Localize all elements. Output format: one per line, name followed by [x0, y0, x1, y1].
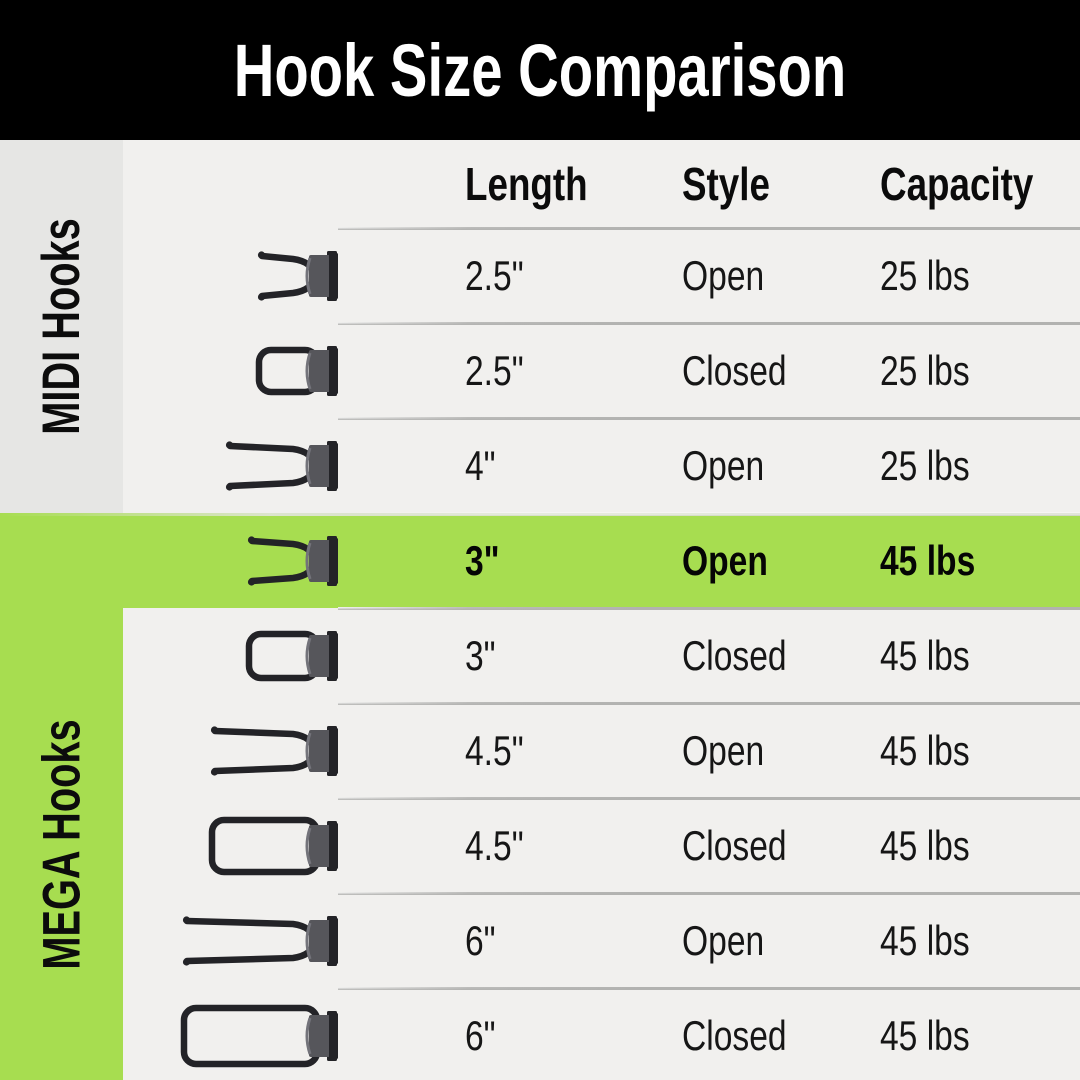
table-header-row: Length Style Capacity [123, 140, 1080, 228]
section-band-midi: MIDI Hooks [0, 140, 123, 513]
length-value: 4.5" [465, 726, 524, 774]
table-row: 2.5" Open 25 lbs [123, 227, 1080, 323]
highlight-row-background [0, 513, 1080, 608]
style-value: Closed [682, 821, 787, 869]
hook-image-cell [123, 418, 413, 513]
table-row-highlighted: 3" Open 45 lbs [123, 512, 1080, 608]
style-value: Open [682, 726, 765, 774]
capacity-cell: 45 lbs [857, 917, 1080, 965]
length-value: 4" [465, 441, 496, 489]
column-header-capacity: Capacity [880, 158, 1034, 210]
style-cell: Open [638, 727, 857, 775]
style-cell: Open [638, 537, 857, 585]
capacity-value: 45 lbs [880, 821, 970, 869]
style-value: Open [682, 536, 768, 584]
table-row: 3" Closed 45 lbs [123, 607, 1080, 703]
capacity-value: 45 lbs [880, 726, 970, 774]
table-row: 4.5" Open 45 lbs [123, 702, 1080, 798]
capacity-value: 25 lbs [880, 346, 970, 394]
capacity-value: 25 lbs [880, 251, 970, 299]
table-row: 4.5" Closed 45 lbs [123, 797, 1080, 893]
page-title: Hook Size Comparison [233, 28, 847, 112]
length-cell: 3" [413, 632, 638, 680]
hook-image-cell [123, 228, 413, 323]
column-header-style: Style [682, 158, 770, 210]
hook-open-icon [247, 535, 338, 586]
hook-closed-icon [208, 816, 338, 875]
capacity-value: 45 lbs [880, 631, 970, 679]
capacity-value: 45 lbs [880, 536, 976, 584]
style-cell: Open [638, 917, 857, 965]
section-band-mega: MEGA Hooks [0, 608, 123, 1080]
style-value: Closed [682, 631, 787, 679]
title-bar: Hook Size Comparison [0, 0, 1080, 140]
style-cell: Open [638, 442, 857, 490]
length-cell: 6" [413, 917, 638, 965]
style-cell: Closed [638, 822, 857, 870]
table-row: 6" Open 45 lbs [123, 892, 1080, 988]
capacity-value: 25 lbs [880, 441, 970, 489]
style-value: Open [682, 251, 765, 299]
length-value: 6" [465, 1011, 496, 1059]
length-cell: 2.5" [413, 252, 638, 300]
hook-open-icon [182, 915, 338, 966]
length-cell: 4.5" [413, 727, 638, 775]
hook-image-cell [123, 608, 413, 703]
column-header-length: Length [465, 158, 588, 210]
capacity-value: 45 lbs [880, 1011, 970, 1059]
capacity-cell: 45 lbs [857, 537, 1080, 585]
hook-open-icon [225, 440, 338, 491]
table-rows: 2.5" Open 25 lbs 2.5" Closed 25 lbs 4" Open 25 l… [123, 227, 1080, 1080]
style-value: Closed [682, 1011, 787, 1059]
hook-closed-icon [245, 630, 338, 681]
table-row: 4" Open 25 lbs [123, 417, 1080, 513]
length-cell: 2.5" [413, 347, 638, 395]
length-cell: 4" [413, 442, 638, 490]
hook-image-cell [123, 513, 413, 608]
capacity-value: 45 lbs [880, 916, 970, 964]
length-value: 2.5" [465, 251, 524, 299]
capacity-cell: 25 lbs [857, 442, 1080, 490]
capacity-cell: 45 lbs [857, 1012, 1080, 1060]
style-cell: Closed [638, 347, 857, 395]
section-label-mega: MEGA Hooks [32, 718, 92, 970]
style-value: Open [682, 916, 765, 964]
hook-image-cell [123, 703, 413, 798]
hook-closed-icon [255, 345, 338, 396]
style-value: Closed [682, 346, 787, 394]
comparison-table: Length Style Capacity 2.5" Open 25 lbs 2.5"… [123, 140, 1080, 1080]
capacity-cell: 25 lbs [857, 252, 1080, 300]
capacity-cell: 45 lbs [857, 632, 1080, 680]
style-value: Open [682, 441, 765, 489]
hook-open-icon [210, 725, 338, 776]
table-row: 2.5" Closed 25 lbs [123, 322, 1080, 418]
table-row: 6" Closed 45 lbs [123, 987, 1080, 1080]
hook-closed-icon [180, 1004, 338, 1067]
length-value: 6" [465, 916, 496, 964]
hook-image-cell [123, 798, 413, 893]
style-cell: Closed [638, 1012, 857, 1060]
length-value: 2.5" [465, 346, 524, 394]
length-cell: 3" [413, 537, 638, 585]
length-value: 3" [465, 631, 496, 679]
capacity-cell: 45 lbs [857, 727, 1080, 775]
capacity-cell: 25 lbs [857, 347, 1080, 395]
hook-image-cell [123, 893, 413, 988]
style-cell: Closed [638, 632, 857, 680]
length-value: 3" [465, 536, 500, 584]
length-cell: 4.5" [413, 822, 638, 870]
hook-image-cell [123, 988, 413, 1080]
hook-open-icon [257, 250, 338, 301]
length-value: 4.5" [465, 821, 524, 869]
length-cell: 6" [413, 1012, 638, 1060]
capacity-cell: 45 lbs [857, 822, 1080, 870]
style-cell: Open [638, 252, 857, 300]
section-label-midi: MIDI Hooks [32, 218, 92, 435]
hook-image-cell [123, 323, 413, 418]
